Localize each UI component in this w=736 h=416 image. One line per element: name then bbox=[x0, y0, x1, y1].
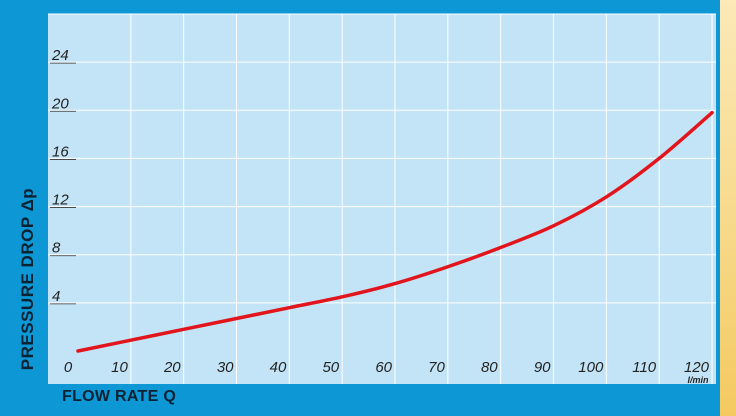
y-tick-label: 12 bbox=[52, 192, 69, 209]
series-layer bbox=[76, 110, 714, 353]
x-axis-label: FLOW RATE Q bbox=[62, 388, 177, 405]
x-tick-label: 30 bbox=[217, 359, 234, 376]
series-line-0 bbox=[76, 110, 714, 353]
x-tick-label: 120 bbox=[684, 359, 710, 376]
y-tick-label: 16 bbox=[52, 143, 69, 160]
y-tick-label: 20 bbox=[51, 95, 69, 112]
grid-layer bbox=[48, 13, 716, 384]
y-tick-label: 4 bbox=[52, 288, 60, 305]
x-tick-label: 80 bbox=[481, 359, 498, 376]
x-tick-label: 20 bbox=[163, 359, 181, 376]
x-tick-label: 40 bbox=[270, 359, 287, 376]
y-tick-label: 8 bbox=[52, 240, 61, 257]
x-tick-label: 0 bbox=[64, 359, 73, 376]
x-tick-label: 60 bbox=[375, 359, 392, 376]
y-tick-label: 24 bbox=[51, 47, 69, 64]
x-tick-label: 90 bbox=[534, 359, 551, 376]
x-tick-label: 10 bbox=[111, 359, 128, 376]
x-tick-label: 100 bbox=[578, 359, 604, 376]
x-tick-label: 110 bbox=[632, 359, 657, 376]
x-tick-label: 70 bbox=[428, 359, 445, 376]
x-unit-label: l/min bbox=[687, 375, 709, 385]
tick-layer: 4 8 12 16 20 24 0 10 20 30 40 50 60 70 80 90 100 110 120 bbox=[50, 47, 710, 376]
x-tick-label: 50 bbox=[322, 359, 339, 376]
